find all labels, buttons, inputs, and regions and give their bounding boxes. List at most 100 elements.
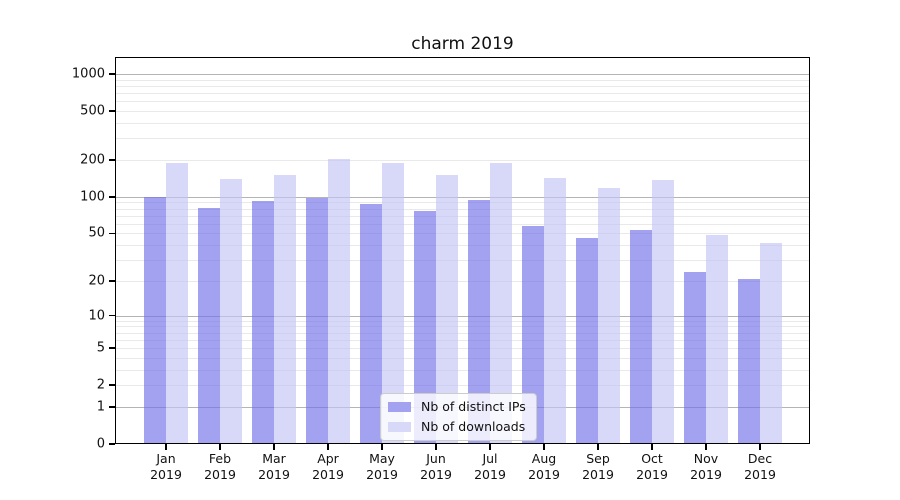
- x-tick-mark: [435, 444, 437, 450]
- y-tick-mark: [109, 196, 115, 198]
- distinct-ips-swatch-icon: [388, 401, 411, 412]
- minor-gridline: [115, 320, 810, 322]
- x-tick-label-jul: Jul 2019: [474, 451, 506, 482]
- minor-gridline: [115, 111, 810, 113]
- y-tick-label: 500: [80, 103, 105, 119]
- minor-gridline: [115, 339, 810, 341]
- x-tick-label-jan: Jan 2019: [150, 451, 182, 482]
- minor-gridline: [115, 79, 810, 81]
- x-tick-mark: [759, 444, 761, 450]
- x-tick-label-apr: Apr 2019: [312, 451, 344, 482]
- jul-downloads-bar: [490, 162, 512, 444]
- x-tick-label-aug: Aug 2019: [528, 451, 560, 482]
- x-tick-label-jun: Jun 2019: [420, 451, 452, 482]
- minor-gridline: [115, 233, 810, 235]
- oct-downloads-bar: [652, 180, 674, 444]
- minor-gridline: [115, 385, 810, 387]
- x-tick-label-mar: Mar 2019: [258, 451, 290, 482]
- aug-distinct-ips-bar: [522, 225, 544, 444]
- y-tick-label: 50: [88, 225, 105, 241]
- minor-gridline: [115, 101, 810, 103]
- x-tick-label-may: May 2019: [366, 451, 398, 482]
- minor-gridline: [115, 348, 810, 350]
- feb-distinct-ips-bar: [198, 208, 220, 444]
- y-tick-label: 5: [96, 340, 105, 356]
- minor-gridline: [115, 369, 810, 371]
- x-tick-label-oct: Oct 2019: [636, 451, 668, 482]
- minor-gridline: [115, 245, 810, 247]
- minor-gridline: [115, 223, 810, 225]
- y-tick-label: 1: [96, 399, 105, 415]
- minor-gridline: [115, 138, 810, 140]
- dec-distinct-ips-bar: [738, 278, 760, 444]
- minor-gridline: [115, 86, 810, 88]
- major-gridline: [115, 196, 810, 198]
- y-tick-mark: [109, 280, 115, 282]
- apr-distinct-ips-bar: [306, 197, 328, 444]
- plot-area: Nb of distinct IPs Nb of downloads 0 1 2 5 1…: [72, 57, 810, 482]
- aug-downloads-bar: [544, 177, 566, 444]
- jul-distinct-ips-bar: [468, 200, 490, 444]
- minor-gridline: [115, 123, 810, 125]
- apr-downloads-bar: [328, 159, 350, 444]
- y-tick-mark: [109, 314, 115, 317]
- jun-downloads-bar: [436, 175, 458, 444]
- x-tick-label-dec: Dec 2019: [744, 451, 776, 482]
- minor-gridline: [115, 208, 810, 210]
- dec-downloads-bar: [760, 242, 782, 444]
- x-tick-mark: [273, 444, 275, 450]
- x-tick-mark: [165, 444, 167, 450]
- legend: Nb of distinct IPs Nb of downloads: [380, 393, 537, 441]
- may-downloads-bar: [382, 163, 404, 444]
- x-tick-mark: [705, 444, 707, 450]
- downloads-swatch-icon: [388, 421, 411, 432]
- y-tick-mark: [109, 159, 115, 161]
- nov-distinct-ips-bar: [684, 271, 706, 444]
- y-tick-label: 100: [80, 189, 105, 205]
- x-tick-label-feb: Feb 2019: [204, 451, 236, 482]
- x-tick-label-sep: Sep 2019: [582, 451, 614, 482]
- minor-gridline: [115, 160, 810, 162]
- minor-gridline: [115, 202, 810, 204]
- minor-gridline: [115, 260, 810, 262]
- chart-title: charm 2019: [411, 34, 514, 54]
- x-tick-mark: [651, 444, 653, 450]
- y-tick-mark: [109, 347, 115, 349]
- jan-downloads-bar: [166, 162, 188, 444]
- major-gridline: [115, 74, 810, 76]
- y-tick-mark: [109, 406, 115, 408]
- legend-label-downloads: Nb of downloads: [421, 419, 526, 434]
- minor-gridline: [115, 215, 810, 217]
- y-tick-mark: [109, 232, 115, 235]
- y-tick-mark: [109, 443, 115, 445]
- legend-row-distinct-ips: Nb of distinct IPs: [388, 399, 526, 414]
- y-tick-label: 2: [96, 377, 105, 393]
- major-gridline: [115, 315, 810, 317]
- feb-downloads-bar: [220, 179, 242, 444]
- sep-downloads-bar: [598, 188, 620, 444]
- y-tick-label: 0: [96, 436, 105, 452]
- y-tick-mark: [109, 110, 115, 112]
- oct-distinct-ips-bar: [630, 230, 652, 444]
- jun-distinct-ips-bar: [414, 211, 436, 444]
- nov-downloads-bar: [706, 234, 728, 444]
- sep-distinct-ips-bar: [576, 237, 598, 444]
- minor-gridline: [115, 332, 810, 334]
- may-distinct-ips-bar: [360, 204, 382, 444]
- x-tick-mark: [219, 444, 221, 450]
- mar-distinct-ips-bar: [252, 201, 274, 444]
- x-tick-mark: [489, 444, 491, 450]
- y-tick-label: 20: [88, 273, 105, 289]
- minor-gridline: [115, 326, 810, 328]
- x-tick-mark: [543, 444, 545, 450]
- y-tick-mark: [109, 73, 115, 75]
- minor-gridline: [115, 280, 810, 282]
- mar-downloads-bar: [274, 174, 296, 444]
- x-tick-label-nov: Nov 2019: [690, 451, 722, 482]
- minor-gridline: [115, 357, 810, 359]
- legend-label-distinct-ips: Nb of distinct IPs: [421, 399, 526, 414]
- jan-distinct-ips-bar: [144, 196, 166, 444]
- x-tick-mark: [597, 444, 599, 450]
- y-tick-mark: [109, 384, 115, 386]
